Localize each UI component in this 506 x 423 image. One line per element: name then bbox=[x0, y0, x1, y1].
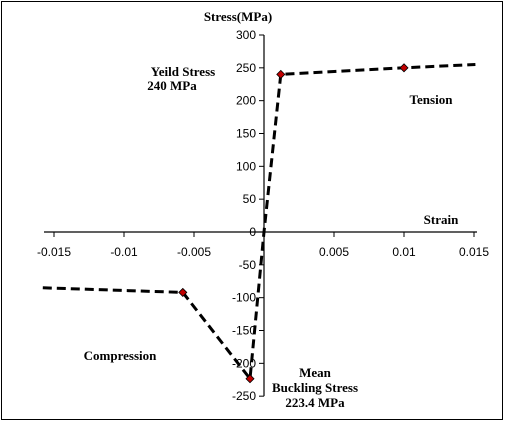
axes bbox=[44, 34, 477, 397]
buckling-label-3: 223.4 MPa bbox=[285, 395, 345, 410]
x-tick-labels: -0.015 -0.01 -0.005 0.005 0.01 0.015 bbox=[37, 232, 489, 259]
y-tick-label: -100 bbox=[232, 291, 256, 305]
x-tick-label: 0.01 bbox=[392, 245, 416, 259]
y-tick-label: -50 bbox=[239, 258, 257, 272]
x-tick-label: -0.005 bbox=[177, 245, 211, 259]
y-tick-label: -250 bbox=[232, 389, 256, 403]
data-point-marker bbox=[245, 374, 255, 384]
yield-stress-value: 240 MPa bbox=[147, 78, 197, 93]
compression-label: Compression bbox=[84, 348, 157, 363]
y-tick-label: 200 bbox=[236, 94, 256, 108]
data-point-marker bbox=[276, 69, 286, 79]
y-tick-label: 250 bbox=[236, 61, 256, 75]
y-tick-label: -150 bbox=[232, 324, 256, 338]
buckling-label-2: Buckling Stress bbox=[272, 380, 358, 395]
y-tick-label: 300 bbox=[236, 28, 256, 42]
y-tick-label: 100 bbox=[236, 159, 256, 173]
x-axis-title: Strain bbox=[424, 212, 459, 227]
data-point-marker bbox=[399, 63, 409, 73]
series-group bbox=[42, 63, 476, 384]
tension-label: Tension bbox=[410, 92, 454, 107]
y-tick-label: -200 bbox=[232, 356, 256, 370]
y-tick-label: 50 bbox=[243, 192, 257, 206]
y-tick-label: 150 bbox=[236, 126, 256, 140]
x-tick-label: 0.005 bbox=[319, 245, 349, 259]
x-tick-label: -0.01 bbox=[110, 245, 138, 259]
data-point-marker bbox=[178, 287, 188, 297]
y-axis-title: Stress(MPa) bbox=[204, 9, 272, 24]
y-tick-label: 0 bbox=[249, 225, 256, 239]
buckling-label-1: Mean bbox=[299, 365, 332, 380]
series-line bbox=[42, 63, 476, 381]
y-tick-labels: -250 -200 -150 -100 -50 0 50 100 150 200 250 300 bbox=[232, 28, 264, 403]
x-tick-label: -0.015 bbox=[37, 245, 71, 259]
yield-stress-label: Yeild Stress bbox=[151, 64, 215, 79]
x-tick-label: 0.015 bbox=[459, 245, 489, 259]
